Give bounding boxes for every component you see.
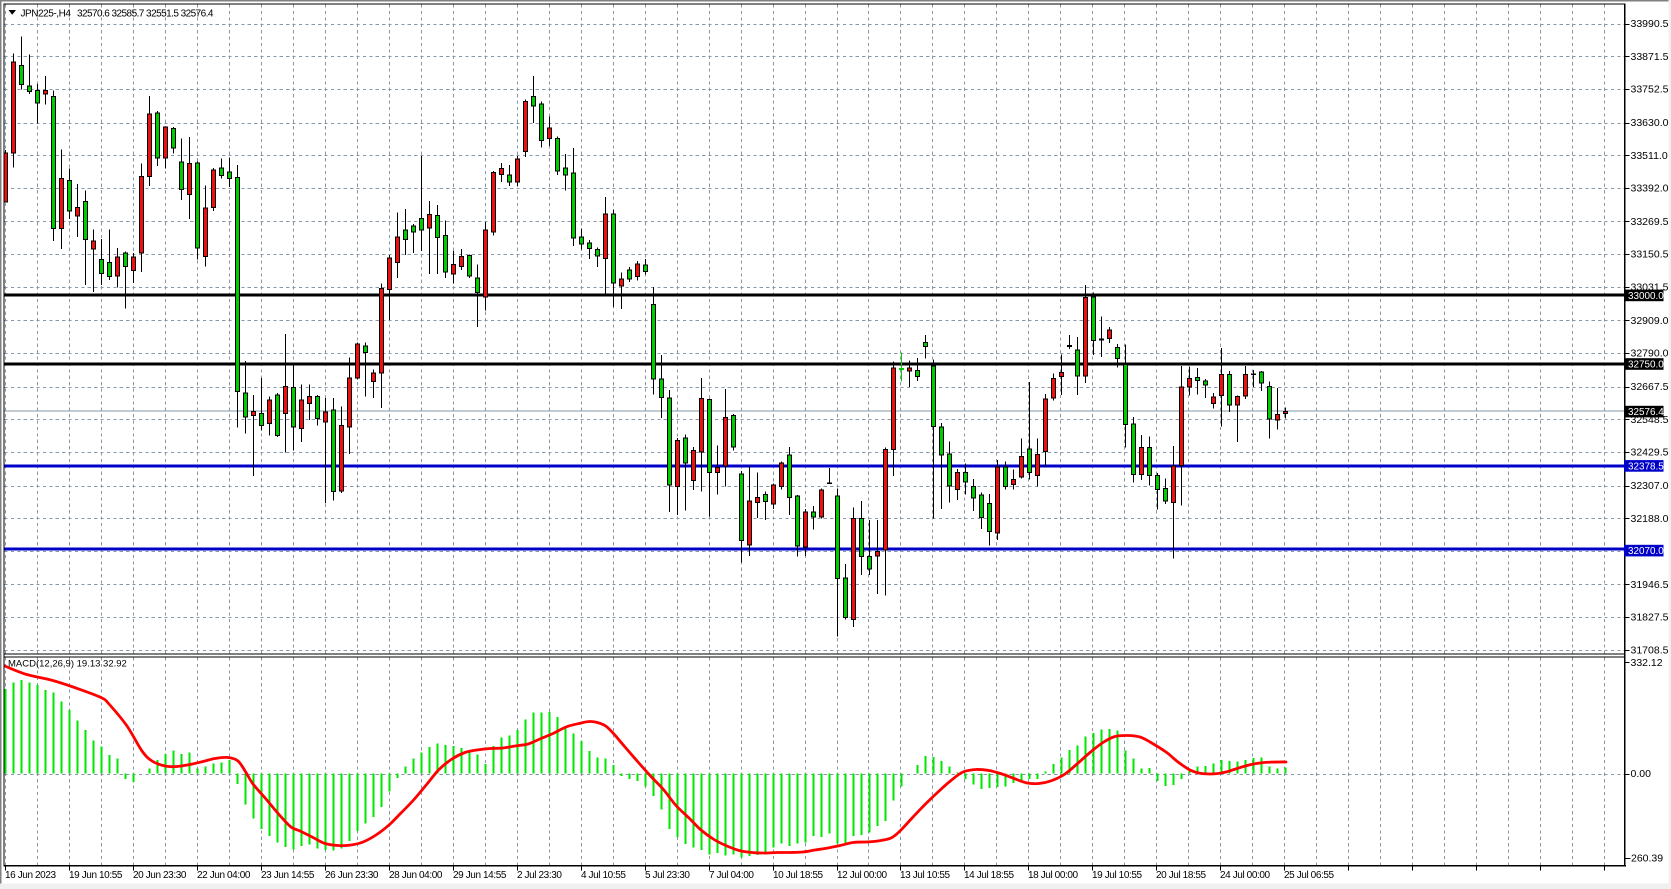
svg-text:33511.0: 33511.0 <box>1631 150 1668 162</box>
svg-text:32667.5: 32667.5 <box>1631 381 1669 393</box>
svg-text:32909.0: 32909.0 <box>1631 315 1669 327</box>
svg-text:20 Jul 18:55: 20 Jul 18:55 <box>1156 870 1207 881</box>
svg-text:14 Jul 18:55: 14 Jul 18:55 <box>964 870 1015 881</box>
svg-text:33871.5: 33871.5 <box>1631 51 1669 63</box>
svg-text:MACD(12,26,9) 19.13 32.92: MACD(12,26,9) 19.13 32.92 <box>8 658 127 669</box>
svg-text:-260.39: -260.39 <box>1628 853 1664 865</box>
svg-text:32188.0: 32188.0 <box>1631 513 1669 525</box>
svg-text:18 Jul 00:00: 18 Jul 00:00 <box>1028 870 1079 881</box>
svg-text:28 Jun 04:00: 28 Jun 04:00 <box>389 870 443 881</box>
svg-text:332.12: 332.12 <box>1631 657 1663 669</box>
svg-text:32429.5: 32429.5 <box>1631 447 1669 459</box>
svg-text:4 Jul 10:55: 4 Jul 10:55 <box>581 870 626 881</box>
svg-text:JPN225-,H4: JPN225-,H4 <box>21 8 72 19</box>
svg-text:29 Jun 14:55: 29 Jun 14:55 <box>453 870 507 881</box>
svg-text:31827.5: 31827.5 <box>1631 612 1669 624</box>
svg-text:33150.5: 33150.5 <box>1631 249 1669 261</box>
svg-text:2 Jul 23:30: 2 Jul 23:30 <box>517 870 562 881</box>
svg-text:13 Jul 10:55: 13 Jul 10:55 <box>900 870 951 881</box>
svg-text:19 Jun 10:55: 19 Jun 10:55 <box>69 870 123 881</box>
svg-text:22 Jun 04:00: 22 Jun 04:00 <box>197 870 251 881</box>
svg-text:32576.4: 32576.4 <box>1628 407 1664 418</box>
svg-text:26 Jun 23:30: 26 Jun 23:30 <box>325 870 379 881</box>
svg-text:33269.5: 33269.5 <box>1631 216 1669 228</box>
svg-text:23 Jun 14:55: 23 Jun 14:55 <box>261 870 315 881</box>
svg-text:24 Jul 00:00: 24 Jul 00:00 <box>1220 870 1271 881</box>
svg-text:32750.0: 32750.0 <box>1628 360 1664 371</box>
svg-text:7 Jul 04:00: 7 Jul 04:00 <box>709 870 754 881</box>
svg-text:25 Jul 06:55: 25 Jul 06:55 <box>1284 870 1335 881</box>
svg-text:0.00: 0.00 <box>1631 768 1652 780</box>
svg-text:33000.0: 33000.0 <box>1628 291 1664 302</box>
svg-text:12 Jul 00:00: 12 Jul 00:00 <box>837 870 888 881</box>
svg-text:31708.5: 31708.5 <box>1631 644 1669 656</box>
svg-text:32307.0: 32307.0 <box>1631 480 1669 492</box>
svg-text:33630.0: 33630.0 <box>1631 117 1669 129</box>
svg-text:31946.5: 31946.5 <box>1631 579 1669 591</box>
svg-text:20 Jun 23:30: 20 Jun 23:30 <box>133 870 187 881</box>
svg-text:5 Jul 23:30: 5 Jul 23:30 <box>645 870 690 881</box>
svg-text:32378.5: 32378.5 <box>1628 461 1664 472</box>
svg-text:33752.5: 33752.5 <box>1631 84 1669 96</box>
svg-text:19 Jul 10:55: 19 Jul 10:55 <box>1092 870 1143 881</box>
svg-text:33990.5: 33990.5 <box>1631 18 1669 30</box>
svg-text:10 Jul 18:55: 10 Jul 18:55 <box>773 870 824 881</box>
svg-text:16 Jun 2023: 16 Jun 2023 <box>5 870 56 881</box>
svg-text:33392.0: 33392.0 <box>1631 182 1669 194</box>
svg-text:32790.0: 32790.0 <box>1631 348 1669 360</box>
svg-text:32070.0: 32070.0 <box>1628 546 1664 557</box>
svg-text:32570.6 32585.7 32551.5 32576.: 32570.6 32585.7 32551.5 32576.4 <box>77 8 214 19</box>
